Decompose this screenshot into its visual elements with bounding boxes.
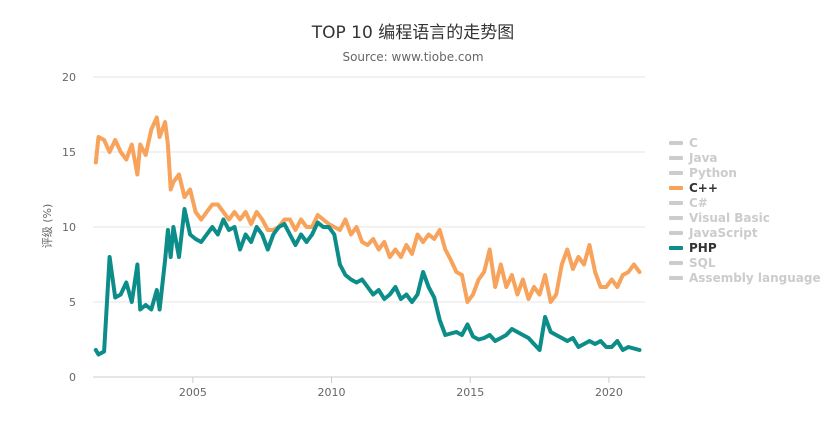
x-axis: 2005 2010 2015 2020 bbox=[179, 377, 623, 399]
legend-symbol bbox=[669, 156, 683, 160]
legend-item-java[interactable]: Java bbox=[669, 151, 717, 165]
legend-label: C# bbox=[689, 196, 708, 210]
legend-label: SQL bbox=[689, 256, 716, 270]
legend-label: PHP bbox=[689, 241, 717, 255]
y-axis: 0 5 10 15 20 bbox=[62, 71, 76, 384]
legend-symbol bbox=[669, 261, 683, 265]
x-tick-label: 2010 bbox=[318, 386, 346, 399]
legend-label: JavaScript bbox=[688, 226, 758, 240]
legend-item-python[interactable]: Python bbox=[669, 166, 737, 180]
legend-item-visual-basic[interactable]: Visual Basic bbox=[669, 211, 770, 225]
plot-area bbox=[93, 115, 642, 357]
chart-subtitle: Source: www.tiobe.com bbox=[342, 50, 483, 64]
legend-label: Visual Basic bbox=[689, 211, 770, 225]
legend-item-javascript[interactable]: JavaScript bbox=[669, 226, 758, 240]
legend-label: Assembly language bbox=[689, 271, 821, 285]
legend-symbol bbox=[669, 186, 683, 190]
series-line-c-[interactable] bbox=[93, 115, 642, 304]
legend-item-c-[interactable]: C++ bbox=[669, 181, 718, 195]
legend-item-c-[interactable]: C# bbox=[669, 196, 708, 210]
legend-item-sql[interactable]: SQL bbox=[669, 256, 716, 270]
legend-symbol bbox=[669, 171, 683, 175]
x-tick-label: 2005 bbox=[179, 386, 207, 399]
legend-label: Python bbox=[689, 166, 737, 180]
y-tick-label: 15 bbox=[62, 146, 76, 159]
y-tick-label: 0 bbox=[69, 371, 76, 384]
legend-symbol bbox=[669, 201, 683, 205]
y-axis-label: 评级 (%) bbox=[41, 204, 54, 249]
x-tick-label: 2020 bbox=[595, 386, 623, 399]
x-tick-label: 2015 bbox=[456, 386, 484, 399]
legend-label: Java bbox=[688, 151, 717, 165]
legend-symbol bbox=[669, 231, 683, 235]
legend-label: C bbox=[689, 136, 698, 150]
legend-symbol bbox=[669, 216, 683, 220]
legend-label: C++ bbox=[689, 181, 718, 195]
legend-symbol bbox=[669, 141, 683, 145]
series-line-php[interactable] bbox=[93, 207, 642, 357]
legend-item-c[interactable]: C bbox=[669, 136, 698, 150]
legend-item-assembly-language[interactable]: Assembly language bbox=[669, 271, 821, 285]
y-tick-label: 20 bbox=[62, 71, 76, 84]
chart-title: TOP 10 编程语言的走势图 bbox=[311, 23, 514, 43]
y-tick-label: 10 bbox=[62, 221, 76, 234]
legend-symbol bbox=[669, 246, 683, 250]
legend-symbol bbox=[669, 276, 683, 280]
y-tick-label: 5 bbox=[69, 296, 76, 309]
grid-lines bbox=[93, 76, 645, 378]
legend-item-php[interactable]: PHP bbox=[669, 241, 717, 255]
